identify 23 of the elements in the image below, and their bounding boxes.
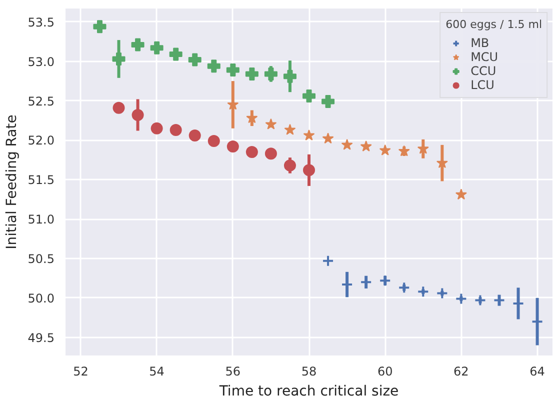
y-tick-label: 49.5 <box>28 330 54 345</box>
x-tick-label: 58 <box>301 364 317 378</box>
y-tick-label: 52.0 <box>28 134 54 148</box>
legend-title: 600 eggs / 1.5 ml <box>446 18 542 31</box>
y-tick-label: 51.5 <box>28 173 54 188</box>
x-tick-label: 54 <box>149 364 164 378</box>
x-tick-label: 64 <box>530 364 545 378</box>
x-tick-label: 62 <box>454 364 469 378</box>
x-tick-label: 52 <box>73 364 88 378</box>
y-tick-label: 53.0 <box>28 54 54 69</box>
y-tick-label: 53.5 <box>28 15 54 30</box>
legend-label: MCU <box>470 50 498 64</box>
y-tick-label: 50.0 <box>28 291 54 306</box>
x-tick-label: 60 <box>377 364 393 378</box>
legend-label: CCU <box>470 64 496 78</box>
y-tick-label: 50.5 <box>28 252 54 266</box>
legend-label: MB <box>470 36 490 50</box>
x-axis-title: Time to reach critical size <box>218 384 399 400</box>
y-tick-label: 52.5 <box>28 94 54 108</box>
x-tick-label: 56 <box>225 364 241 378</box>
y-tick-label: 51.0 <box>28 212 54 227</box>
legend-label: LCU <box>470 78 494 92</box>
y-axis-title: Initial Feeding Rate <box>4 114 20 250</box>
